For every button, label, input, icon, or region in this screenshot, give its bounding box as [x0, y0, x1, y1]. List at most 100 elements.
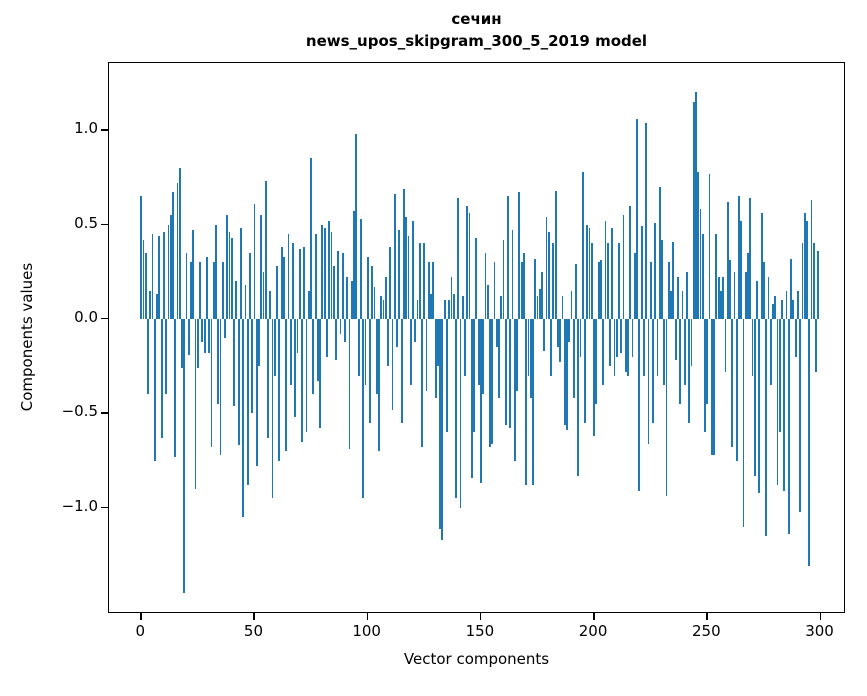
- bar: [760, 213, 763, 319]
- bar: [676, 277, 679, 319]
- y-tick-mark: [101, 317, 108, 320]
- bar: [751, 318, 754, 376]
- bar: [706, 318, 709, 404]
- bar: [255, 318, 258, 467]
- bar: [348, 318, 351, 450]
- bar: [264, 181, 267, 319]
- bar: [258, 318, 260, 367]
- bar: [500, 296, 503, 319]
- bar: [178, 167, 181, 319]
- x-tick-mark: [706, 613, 708, 620]
- bar: [577, 318, 580, 476]
- y-tick-label: −0.5: [61, 402, 98, 421]
- bar: [466, 205, 469, 319]
- bar: [518, 192, 521, 319]
- bar: [233, 318, 235, 406]
- bar: [434, 318, 437, 399]
- bar: [242, 318, 245, 518]
- bar: [262, 271, 265, 319]
- bar: [704, 318, 706, 433]
- x-tick-mark: [366, 613, 369, 620]
- bar: [520, 262, 523, 319]
- bar: [224, 318, 226, 338]
- bar: [769, 318, 772, 386]
- bar: [640, 226, 643, 319]
- bar: [584, 318, 586, 423]
- bar: [631, 318, 634, 357]
- bar: [665, 318, 668, 497]
- bar: [228, 232, 231, 319]
- chart-title: сечин news_upos_skipgram_300_5_2019 mode…: [108, 8, 845, 52]
- bar: [552, 243, 555, 319]
- x-tick-mark: [819, 613, 822, 620]
- bar: [611, 228, 614, 319]
- bar: [486, 284, 489, 319]
- bar: [187, 318, 190, 355]
- bar: [468, 213, 471, 319]
- bar: [633, 252, 636, 319]
- bar: [516, 318, 518, 391]
- bar: [710, 318, 713, 455]
- bar: [536, 296, 539, 319]
- bar: [439, 318, 442, 529]
- bar: [183, 318, 186, 593]
- bar: [446, 318, 448, 433]
- bar: [427, 262, 430, 319]
- bar: [774, 296, 777, 319]
- bar: [452, 294, 455, 319]
- bar: [597, 262, 600, 319]
- bar: [620, 318, 623, 353]
- bar: [708, 173, 711, 319]
- bar: [221, 262, 224, 319]
- bar: [321, 224, 324, 319]
- y-tick-label: 1.0: [74, 119, 98, 138]
- bar: [701, 233, 704, 319]
- bar: [362, 318, 365, 499]
- bar: [744, 271, 747, 319]
- bar: [604, 220, 607, 319]
- bar: [364, 318, 367, 386]
- bar: [509, 318, 512, 429]
- bar: [273, 318, 276, 376]
- bar: [606, 243, 609, 319]
- x-tick-mark: [593, 613, 595, 620]
- x-tick-label: 250: [691, 622, 721, 640]
- bar: [679, 318, 682, 404]
- bar: [346, 277, 349, 319]
- bar: [239, 228, 242, 319]
- y-tick-mark: [101, 129, 108, 131]
- x-tick-label: 200: [578, 622, 608, 640]
- bar: [543, 318, 546, 352]
- bar: [412, 220, 414, 319]
- bar: [423, 243, 426, 319]
- bar: [570, 290, 573, 319]
- bar: [810, 199, 813, 319]
- bar: [330, 232, 333, 319]
- bar: [398, 230, 401, 319]
- bar: [292, 243, 294, 319]
- x-tick-label: 100: [352, 622, 381, 640]
- bar: [566, 318, 568, 431]
- bar: [803, 213, 806, 319]
- y-tick-label: 0.5: [74, 213, 98, 232]
- bar: [185, 252, 188, 319]
- bar: [740, 220, 743, 319]
- bar: [314, 233, 317, 319]
- bar: [529, 318, 532, 399]
- bar: [165, 318, 168, 395]
- bar: [461, 296, 464, 319]
- bar: [337, 250, 340, 319]
- bar: [554, 190, 557, 319]
- bar: [482, 318, 485, 395]
- bar: [253, 203, 256, 319]
- bar: [312, 318, 315, 395]
- bar: [201, 318, 204, 342]
- bar: [692, 101, 695, 319]
- bar: [237, 318, 240, 446]
- bar: [396, 318, 398, 348]
- bar: [457, 198, 460, 319]
- bar: [572, 318, 575, 399]
- x-tick-label: 0: [135, 622, 146, 640]
- bar: [267, 318, 269, 438]
- bar: [697, 171, 700, 319]
